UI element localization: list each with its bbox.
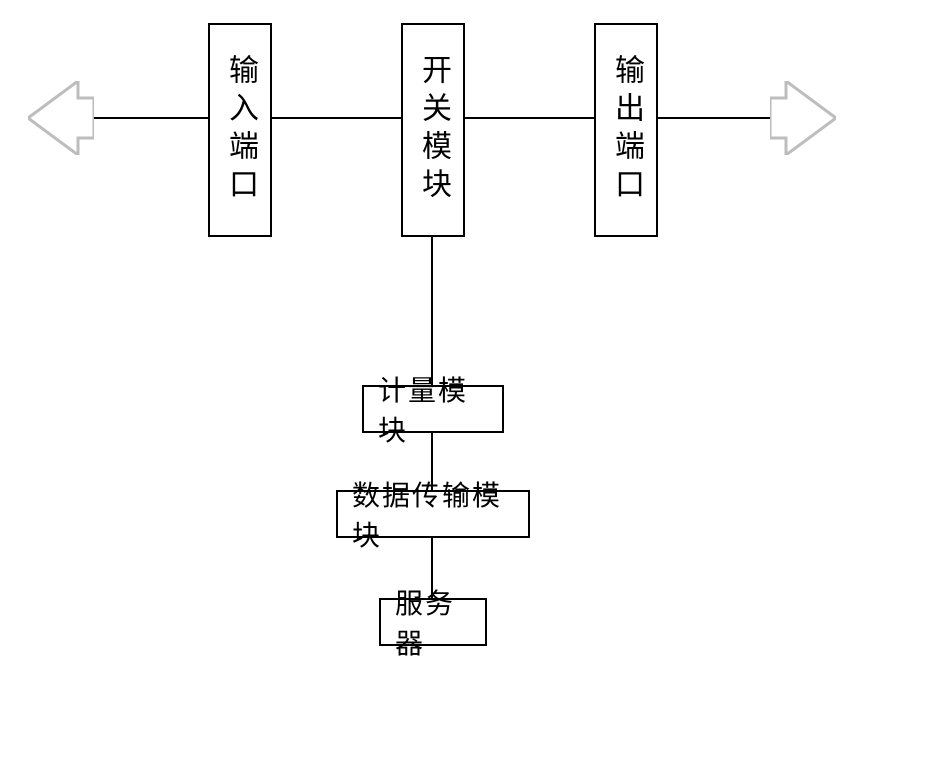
connector-switch-to-output [465,117,594,119]
node-server: 服务器 [379,598,487,646]
node-label: 服务器 [395,582,471,662]
connector-switch-to-meter [431,237,433,385]
connector-input-to-switch [272,117,401,119]
node-label: 开关模块 [411,54,455,206]
node-label: 输入端口 [218,54,262,206]
right-arrow-icon [770,81,836,155]
node-input-port: 输入端口 [208,23,272,237]
node-switch-module: 开关模块 [401,23,465,237]
node-label: 计量模块 [378,369,488,449]
node-label: 数据传输模块 [352,474,514,554]
node-transfer-module: 数据传输模块 [336,490,530,538]
connector-left-arrow-to-input [94,117,208,119]
node-output-port: 输出端口 [594,23,658,237]
node-meter-module: 计量模块 [362,385,504,433]
left-arrow-icon [28,81,94,155]
connector-output-to-right-arrow [658,117,770,119]
node-label: 输出端口 [604,54,648,206]
